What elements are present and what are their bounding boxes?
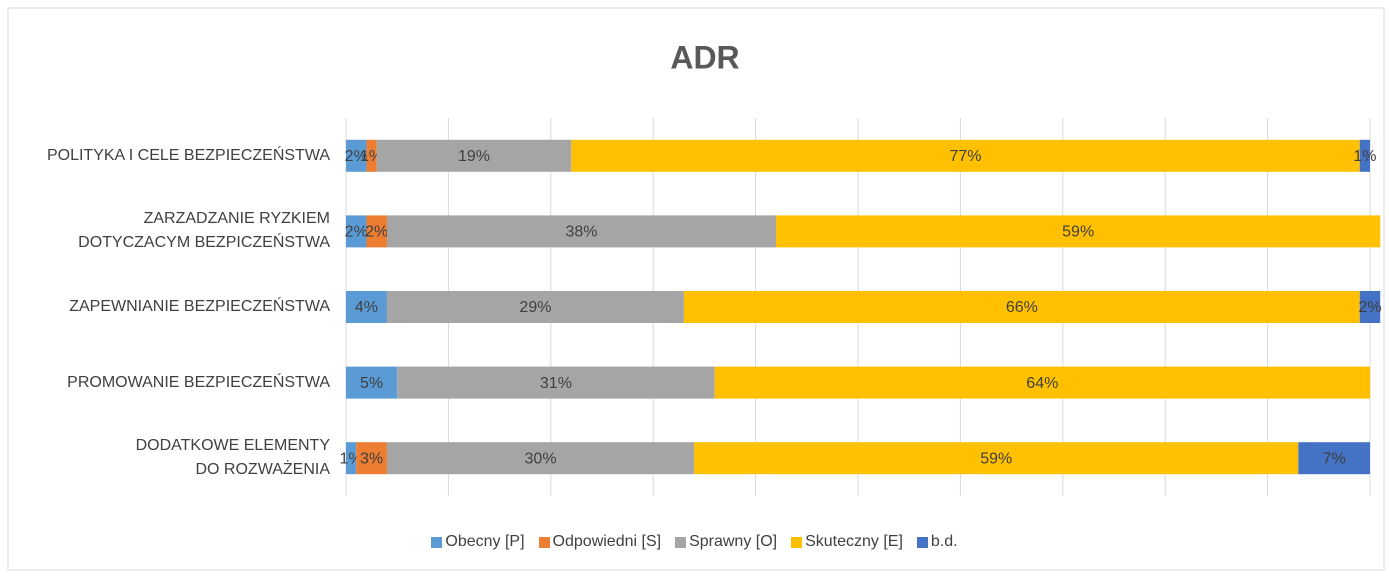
data-label: 2%: [365, 224, 388, 241]
bar-segment: [386, 215, 777, 248]
bar-segment: [1359, 291, 1381, 323]
bar-segment: [571, 139, 1360, 172]
legend-item: Sprawny [O]: [675, 533, 777, 551]
data-label: 77%: [950, 148, 982, 165]
legend-item: b.d.: [916, 533, 958, 551]
legend-item: Skuteczny [E]: [791, 533, 903, 551]
data-label: 38%: [566, 224, 598, 241]
y-tick-label: ZARZADZANIE RYZKIEM DOTYCZACYM BEZPICZEŃ…: [78, 210, 330, 252]
data-label: 31%: [540, 375, 572, 392]
bar-segment: [1359, 139, 1370, 172]
y-tick-label: PROMOWANIE BEZPIECZEŃSTWA: [67, 373, 330, 391]
legend-item: Obecny [P]: [431, 533, 525, 551]
bar-segment: [386, 442, 695, 475]
bar-segment: [376, 139, 572, 172]
bar-segment: [386, 291, 684, 323]
bar-segment: [346, 291, 387, 323]
legend-swatch: [431, 536, 443, 548]
legend-label: Skuteczny [E]: [805, 533, 903, 550]
legend-swatch: [675, 536, 687, 548]
data-label: 3%: [360, 450, 383, 467]
bar-segment: [366, 139, 377, 172]
data-label: 59%: [1062, 224, 1094, 241]
legend-label: Obecny [P]: [445, 533, 525, 550]
data-label: 19%: [458, 148, 490, 165]
legend-label: Sprawny [O]: [689, 533, 778, 550]
legend-swatch: [791, 536, 803, 548]
bar-segment: [366, 215, 387, 248]
legend-swatch: [916, 536, 928, 548]
legend-label: b.d.: [930, 533, 958, 550]
data-label: 4%: [355, 299, 378, 316]
bar-segment: [346, 139, 367, 172]
data-label: 30%: [525, 450, 557, 467]
data-label: 64%: [1026, 375, 1058, 392]
data-label: 66%: [1006, 299, 1038, 316]
legend-item: Odpowiedni [S]: [538, 533, 662, 551]
bar-segment: [694, 442, 1299, 475]
bar-segment: [1298, 442, 1370, 475]
legend-label: Odpowiedni [S]: [552, 533, 662, 550]
data-label: 2%: [345, 148, 368, 165]
y-tick-label: POLITYKA I CELE BEZPIECZEŃSTWA: [46, 146, 330, 164]
bar-segment: [683, 291, 1360, 323]
data-label: 59%: [980, 450, 1012, 467]
bar-segment: [346, 442, 357, 475]
legend: Obecny [P] Odpowiedni [S] Sprawny [O] Skute…: [0, 533, 1389, 551]
y-tick-label: ZAPEWNIANIE BEZPIECZEŃSTWA: [69, 298, 330, 315]
bar-segment: [356, 442, 387, 475]
bar-segment: [346, 366, 398, 399]
chart-title: ADR: [670, 39, 739, 75]
data-label: 1%: [1353, 148, 1376, 165]
data-label: 7%: [1323, 450, 1346, 467]
data-label: 5%: [360, 375, 383, 392]
data-label: 2%: [1358, 299, 1381, 316]
legend-swatch: [538, 536, 550, 548]
chart-border: [7, 7, 1385, 571]
data-label: 29%: [519, 299, 551, 316]
data-label: 2%: [345, 224, 368, 241]
bar-segment: [346, 215, 367, 248]
bar-segment: [714, 366, 1370, 399]
bar-segment: [776, 215, 1381, 248]
y-tick-label: DODATKOWE ELEMENTY DO ROZWAŻENIA: [135, 437, 330, 479]
bar-segment: [397, 366, 715, 399]
